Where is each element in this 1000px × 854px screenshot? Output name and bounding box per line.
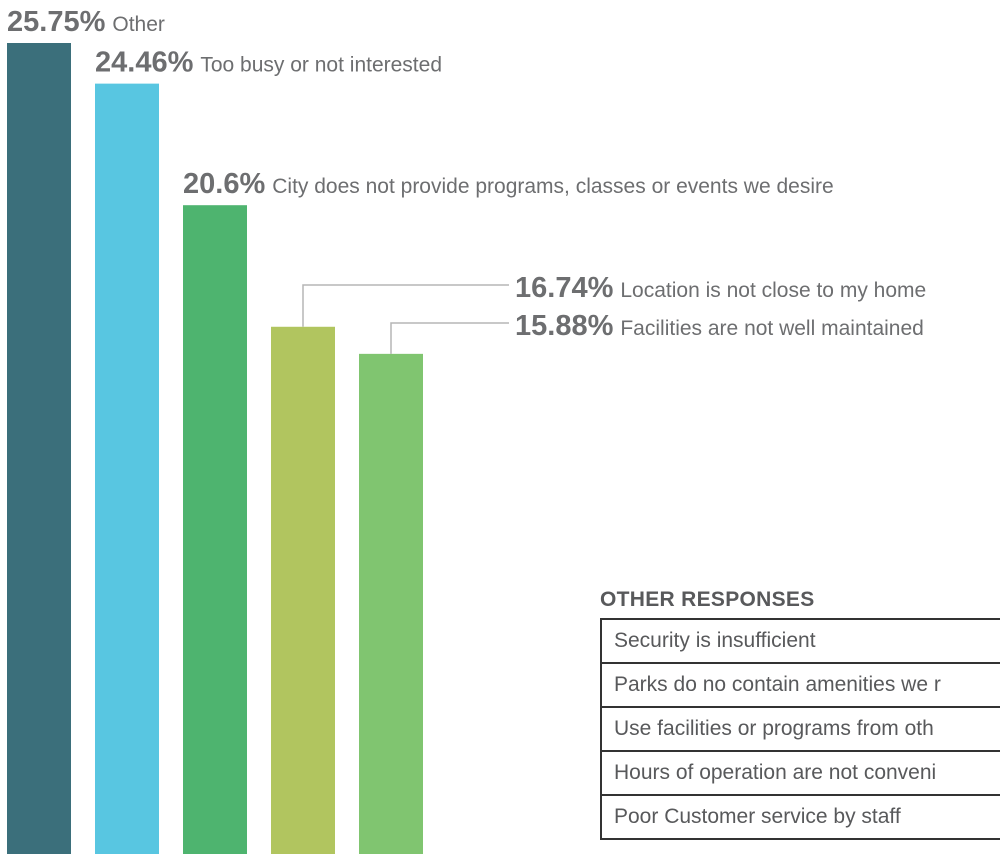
category-label: Facilities are not well maintained [620,317,923,340]
bar [7,43,71,854]
other-responses: OTHER RESPONSES Security is insufficient… [600,588,1000,840]
data-label: 15.88% Facilities are not well maintained [515,310,924,342]
data-label: 25.75% Other [7,6,165,38]
other-responses-table: Security is insufficient Parks do no cont… [600,618,1000,840]
response-text: Hours of operation are not conveni [600,750,1000,796]
response-text: Poor Customer service by staff [600,794,1000,840]
bar [95,83,159,854]
leader-line [302,284,509,327]
category-label: City does not provide programs, classes … [272,175,833,198]
response-row: Hours of operation are not conveni [600,750,1000,796]
response-text: Use facilities or programs from oth [600,706,1000,752]
response-row: Use facilities or programs from oth [600,706,1000,752]
value-label: 20.6% [183,168,265,200]
value-label: 24.46% [95,47,194,79]
response-text: Parks do no contain amenities we r [600,662,1000,708]
bar [183,205,247,854]
category-label: Location is not close to my home [620,279,926,302]
response-row: Poor Customer service by staff [600,794,1000,840]
category-label: Other [112,13,165,36]
category-label: Too busy or not interested [200,54,442,77]
data-label: 20.6% City does not provide programs, cla… [183,168,834,200]
value-label: 25.75% [7,6,106,38]
leader-line [390,322,509,354]
response-text: Security is insufficient [600,618,1000,664]
bar [271,326,335,854]
data-label: 24.46% Too busy or not interested [95,47,442,79]
value-label: 15.88% [515,310,614,342]
other-responses-title: OTHER RESPONSES [600,588,815,611]
response-row: Parks do no contain amenities we r [600,662,1000,708]
data-label: 16.74% Location is not close to my home [515,272,926,304]
value-label: 16.74% [515,272,614,304]
bar [359,353,423,854]
response-row: Security is insufficient [600,618,1000,664]
